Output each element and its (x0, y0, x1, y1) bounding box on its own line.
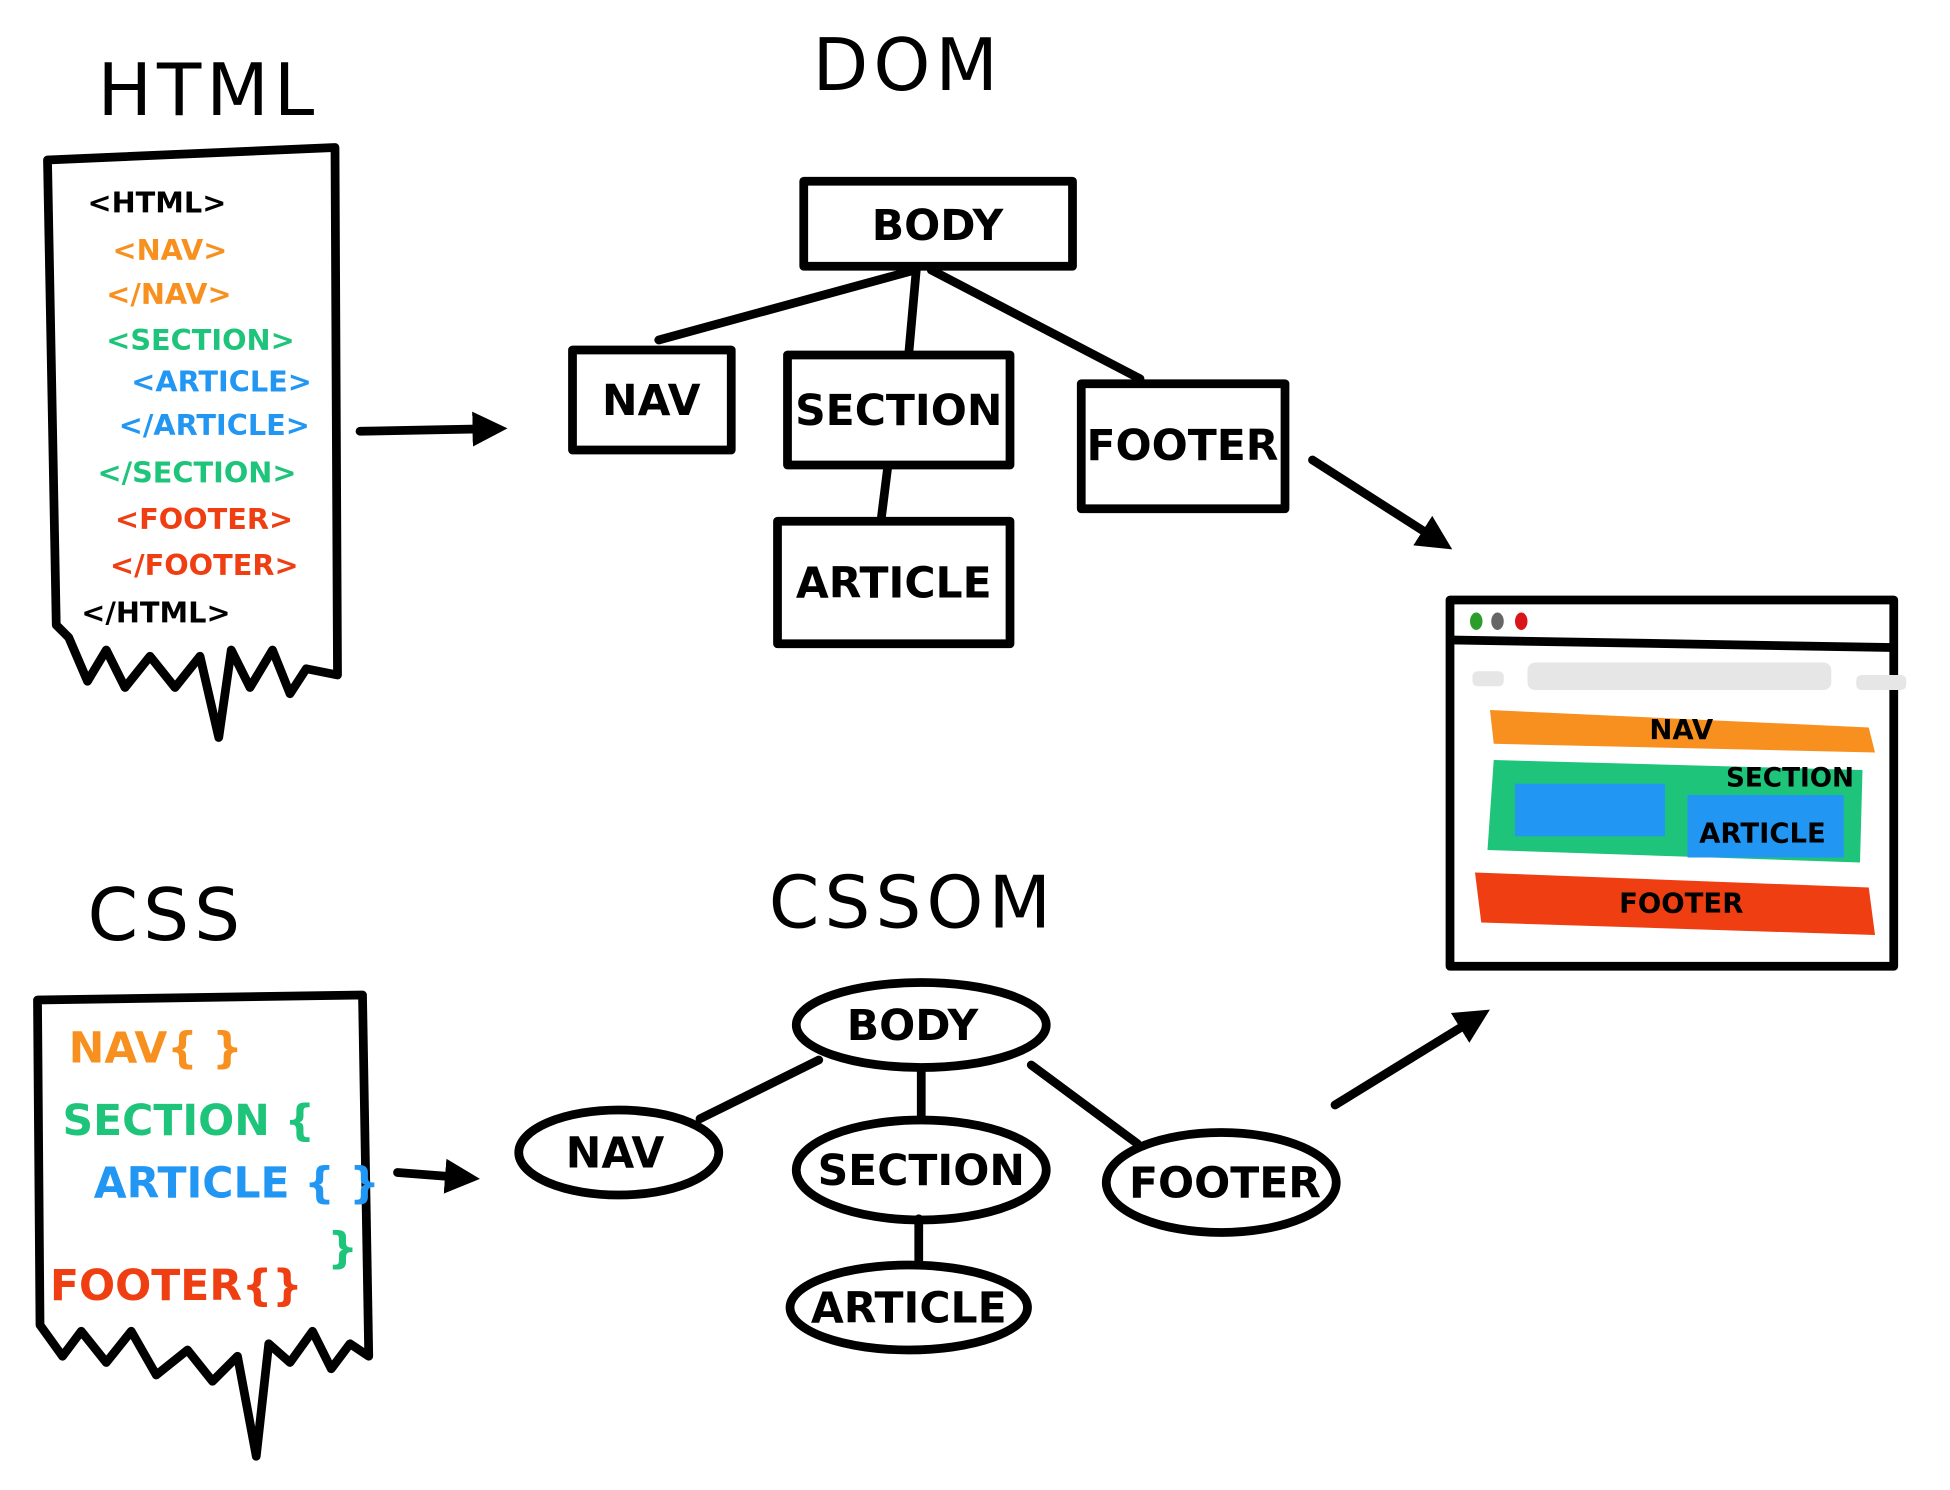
cssom-title: CSSOM (769, 862, 1056, 946)
cssom-section-label: SECTION (818, 1147, 1025, 1196)
html-code-line-html: </HTML> (81, 596, 230, 630)
html-code-line-section: <SECTION> (106, 323, 294, 357)
browser-window: NAV SECTION ARTICLE FOOTER (1445, 595, 1907, 971)
render-footer-label: FOOTER (1619, 888, 1743, 920)
html-code-line-footer: <FOOTER> (115, 502, 293, 536)
cssom-edges (695, 1055, 1142, 1267)
css-article-rule: ARTICLE { } (94, 1160, 380, 1209)
cssom-nav-label: NAV (566, 1130, 665, 1179)
html-code-line-footer: </FOOTER> (110, 548, 299, 582)
css-section-rule: SECTION { (63, 1097, 315, 1146)
html-document (43, 143, 342, 742)
cssom-footer-label: FOOTER (1129, 1160, 1321, 1209)
cssom-section-node (791, 1115, 1051, 1225)
window-dot-gray (1491, 612, 1504, 630)
html-code-line-article: <ARTICLE> (131, 364, 312, 398)
dom-title: DOM (813, 24, 1003, 108)
dom-section-node (783, 350, 1015, 470)
dom-footer-label: FOOTER (1086, 422, 1278, 471)
window-close-dot-green (1470, 612, 1483, 630)
address-bar (1527, 662, 1832, 690)
dom-body-label: BODY (872, 202, 1005, 251)
css-document (33, 990, 374, 1461)
html-code-line-section: </SECTION> (98, 456, 297, 490)
css-section-close: } (328, 1225, 358, 1274)
dom-article-label: ARTICLE (796, 560, 992, 609)
render-section-label: SECTION (1726, 763, 1854, 793)
dom-article-node (773, 516, 1015, 649)
dom-edges (654, 265, 1145, 524)
html-code-line-nav: </NAV> (106, 277, 231, 311)
dom-body-node (799, 176, 1077, 271)
html-code-line-html: <HTML> (88, 186, 227, 220)
css-nav-rule: NAV{ } (69, 1025, 243, 1074)
html-code-line-article: </ARTICLE> (119, 408, 310, 442)
html-code-line-nav: <NAV> (113, 233, 228, 267)
cssom-body-node (791, 978, 1051, 1072)
cssom-article-node (785, 1260, 1032, 1355)
arrow-css-to-cssom (393, 1158, 480, 1194)
render-nav-bar (1490, 710, 1875, 753)
css-title: CSS (88, 874, 246, 958)
render-article-left (1515, 783, 1665, 837)
render-footer-bar (1475, 872, 1875, 935)
cssom-body-label: BODY (847, 1002, 980, 1051)
html-code-lines: <HTML> <NAV> </NAV> <SECTION> <ARTICLE> </ART… (81, 186, 312, 630)
dom-section-label: SECTION (795, 387, 1002, 436)
dom-nav-node (568, 345, 736, 455)
render-nav-label: NAV (1649, 714, 1713, 746)
css-footer-rule: FOOTER{} (50, 1262, 303, 1311)
arrow-dom-to-render (1308, 455, 1453, 550)
cssom-footer-node (1101, 1128, 1341, 1237)
render-article-label: ARTICLE (1699, 818, 1826, 850)
arrow-html-to-dom (355, 411, 508, 447)
cssom-article-label: ARTICLE (811, 1285, 1007, 1334)
render-article-right (1687, 795, 1844, 858)
window-dot-red (1515, 612, 1528, 630)
dom-footer-node (1076, 379, 1290, 514)
cssom-nav-node (514, 1105, 724, 1200)
dom-nav-label: NAV (602, 377, 701, 426)
html-title: HTML (98, 49, 320, 133)
arrow-cssom-to-render (1330, 1009, 1490, 1110)
